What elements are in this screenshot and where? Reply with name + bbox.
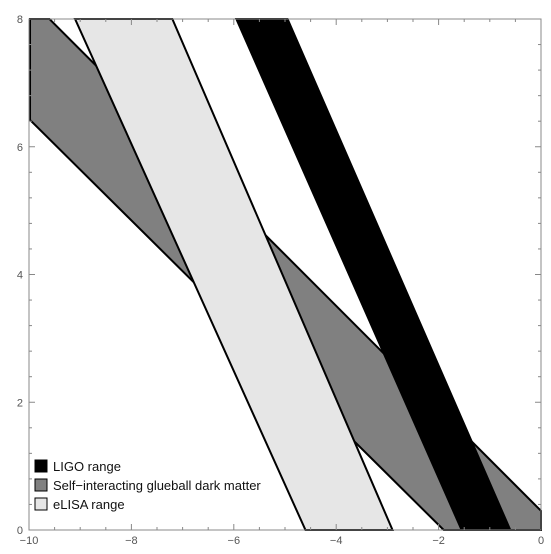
x-tick-label: −8 xyxy=(125,535,138,547)
legend-swatch-elisa-range xyxy=(34,497,48,511)
y-tick-label: 8 xyxy=(17,14,23,26)
region-elisa-range xyxy=(73,18,395,531)
x-tick-label: −2 xyxy=(432,535,445,547)
legend: LIGO range Self−interacting glueball dark… xyxy=(34,459,261,512)
legend-label-ligo-range: LIGO range xyxy=(53,459,121,474)
x-tick-label: 0 xyxy=(538,535,544,547)
x-tick-label: −6 xyxy=(228,535,241,547)
legend-label-elisa-range: eLISA range xyxy=(53,497,125,512)
y-tick-label: 4 xyxy=(17,270,23,282)
regions-layer xyxy=(29,18,542,531)
x-tick-label: −10 xyxy=(20,535,39,547)
legend-swatch-ligo-range xyxy=(34,459,48,473)
ticks-layer: −10 −8 −6 −4 −2 0 0 2 4 6 8 xyxy=(17,14,544,547)
y-tick-label: 2 xyxy=(17,397,23,409)
y-tick-label: 0 xyxy=(17,525,23,537)
legend-label-self-interacting-glueball-dark-matter: Self−interacting glueball dark matter xyxy=(53,478,261,493)
x-tick-label: −4 xyxy=(330,535,343,547)
legend-swatch-self-interacting-glueball-dark-matter xyxy=(34,478,48,492)
y-tick-label: 6 xyxy=(17,142,23,154)
